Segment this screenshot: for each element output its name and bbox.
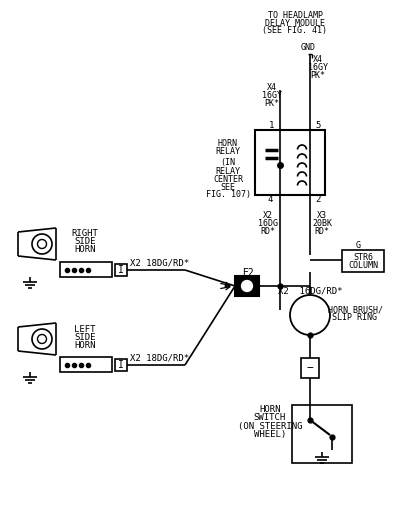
Text: 20BK: 20BK	[312, 218, 332, 228]
Text: (SEE FIG. 41): (SEE FIG. 41)	[263, 27, 328, 35]
Text: E2: E2	[242, 268, 254, 278]
Text: −: −	[306, 363, 313, 373]
Text: SIDE: SIDE	[74, 238, 96, 246]
Text: WHEEL): WHEEL)	[254, 429, 286, 439]
Text: 16DG: 16DG	[258, 218, 278, 228]
Text: (IN: (IN	[221, 158, 235, 167]
Text: X4: X4	[267, 83, 277, 93]
Text: PK*: PK*	[310, 71, 326, 81]
Text: TO HEADLAMP: TO HEADLAMP	[267, 10, 322, 19]
Text: RELAY: RELAY	[215, 167, 241, 176]
Bar	[235, 276, 259, 296]
Text: X4: X4	[313, 56, 323, 65]
Text: HORN: HORN	[259, 405, 281, 415]
Text: I: I	[118, 360, 124, 370]
Text: I: I	[118, 265, 124, 275]
Text: G: G	[356, 241, 361, 250]
Text: X2 18DG/RD*: X2 18DG/RD*	[130, 354, 190, 363]
Text: COLUMN: COLUMN	[348, 260, 378, 269]
Text: RD*: RD*	[314, 227, 330, 235]
Text: STR6: STR6	[353, 253, 373, 262]
Text: 16GY: 16GY	[262, 92, 282, 101]
Text: 5: 5	[315, 121, 321, 130]
Bar	[115, 359, 127, 371]
Bar	[115, 264, 127, 276]
Bar	[60, 262, 112, 277]
Text: X2: X2	[263, 210, 273, 219]
Text: GND: GND	[300, 43, 316, 53]
Bar	[60, 357, 112, 372]
Text: RIGHT: RIGHT	[71, 229, 99, 239]
Text: 2: 2	[315, 194, 321, 204]
Bar	[301, 358, 319, 378]
Text: CENTER: CENTER	[213, 175, 243, 183]
Text: 1: 1	[269, 121, 275, 130]
Text: 4: 4	[267, 194, 273, 204]
Text: SLIP RING: SLIP RING	[332, 314, 377, 322]
Text: LEFT: LEFT	[74, 325, 96, 333]
Text: PK*: PK*	[265, 100, 280, 108]
Text: HORN: HORN	[218, 139, 238, 147]
Text: X2  16DG/RD*: X2 16DG/RD*	[278, 287, 342, 295]
Circle shape	[240, 279, 254, 293]
Text: FIG. 107): FIG. 107)	[205, 191, 251, 200]
Text: RELAY: RELAY	[215, 146, 241, 155]
Text: X2 18DG/RD*: X2 18DG/RD*	[130, 258, 190, 267]
Text: HORN BRUSH/: HORN BRUSH/	[328, 305, 383, 315]
Text: SIDE: SIDE	[74, 332, 96, 341]
Text: (ON STEERING: (ON STEERING	[238, 421, 302, 430]
Text: RD*: RD*	[261, 227, 275, 235]
Text: SWITCH: SWITCH	[254, 414, 286, 423]
Bar	[292, 405, 352, 463]
Text: DELAY MODULE: DELAY MODULE	[265, 19, 325, 28]
Text: SEE: SEE	[221, 182, 235, 192]
Text: HORN: HORN	[74, 245, 96, 254]
Bar	[255, 130, 325, 195]
Bar	[342, 250, 384, 272]
Text: HORN: HORN	[74, 341, 96, 350]
Text: 16GY: 16GY	[308, 64, 328, 72]
Text: X3: X3	[317, 210, 327, 219]
